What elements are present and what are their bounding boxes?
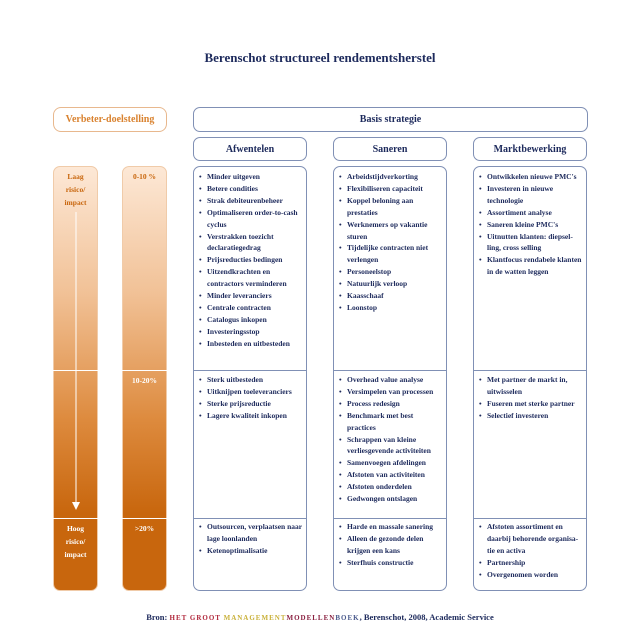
divider [53, 518, 98, 519]
book-title-part: HET GROOT [169, 614, 224, 622]
list-item: Investeringsstop [198, 326, 304, 338]
row-divider [193, 370, 307, 371]
list-item: Sterke prijsreductie [198, 398, 304, 410]
list-item: Verstrakken toezicht declaratiegedrag [198, 231, 304, 255]
list-item: Ontwikkelen nieuwe PMC's [478, 171, 582, 183]
column-header-marktbewerking: Marktbewerking [473, 137, 587, 161]
strategy-list: Harde en massale saneringAlleen de gezon… [338, 521, 442, 569]
row-divider [193, 518, 307, 519]
row-divider [333, 518, 447, 519]
column-header-saneren: Saneren [333, 137, 447, 161]
risk-low-label: Laag risico/ impact [53, 170, 98, 209]
list-item: Minder uitgeven [198, 171, 304, 183]
book-title-part: BOEK [335, 614, 360, 622]
source-line: Bron: HET GROOT MANAGEMENTMODELLENBOEK, … [0, 612, 640, 622]
list-item: Afstoten onderdelen [338, 481, 442, 493]
list-item: Investeren in nieuwe technologie [478, 183, 582, 207]
strategy-list: Minder uitgevenBetere conditiesStrak deb… [198, 171, 304, 350]
list-item: Centrale contracten [198, 302, 304, 314]
label-line: impact [64, 198, 87, 207]
list-item: Prijsreducties bedingen [198, 254, 304, 266]
list-item: Optimaliseren order-to-cash cyclus [198, 207, 304, 231]
label-line: Hoog [66, 524, 85, 533]
strategy-list: Outsourcen, verplaatsen naar lage loonla… [198, 521, 304, 557]
list-item: Klantfocus rendabele klanten in de watte… [478, 254, 582, 278]
divider [122, 518, 167, 519]
list-item: Partnership [478, 557, 582, 569]
list-item: Overhead value analyse [338, 374, 442, 386]
source-suffix: , Berenschot, 2008, Academic Service [359, 612, 494, 622]
label-line: risico/ [65, 537, 86, 546]
strategy-list: Afstoten assortiment en daarbij behorend… [478, 521, 582, 581]
list-item: Strak debiteurenbeheer [198, 195, 304, 207]
page-title: Berenschot structureel rendementsherstel [204, 50, 436, 65]
strategy-list: Ontwikkelen nieuwe PMC'sInvesteren in ni… [478, 171, 582, 278]
list-item: Selectief investeren [478, 410, 582, 422]
list-item: Lagere kwaliteit inkopen [198, 410, 304, 422]
list-item: Overgenomen worden [478, 569, 582, 581]
book-title-part: MANAGEMENT [223, 614, 287, 622]
list-item: Uitknijpen toeleveranciers [198, 386, 304, 398]
list-item: Benchmark met best practices [338, 410, 442, 434]
list-item: Process redesign [338, 398, 442, 410]
list-item: Outsourcen, verplaatsen naar lage loonla… [198, 521, 304, 545]
column-header-afwentelen: Afwentelen [193, 137, 307, 161]
list-item: Tijdelijke contracten niet verlengen [338, 242, 442, 266]
list-item: Gedwongen ontslagen [338, 493, 442, 505]
strategy-list: Met partner de markt in, uitwisselenFuse… [478, 374, 582, 422]
target-over-20: >20% [134, 524, 155, 533]
source-prefix: Bron: [146, 612, 170, 622]
list-item: Sterfhuis constructie [338, 557, 442, 569]
list-item: Fuseren met sterke partner [478, 398, 582, 410]
list-item: Alleen de gezonde delen krijgen een kans [338, 533, 442, 557]
strategy-list: Overhead value analyseVersimpelen van pr… [338, 374, 442, 505]
list-item: Samenvoegen afdelingen [338, 457, 442, 469]
list-item: Betere condities [198, 183, 304, 195]
list-item: Arbeidstijdverkorting [338, 171, 442, 183]
list-item: Kaasschaaf [338, 290, 442, 302]
list-item: Met partner de markt in, uitwisselen [478, 374, 582, 398]
row-divider [473, 518, 587, 519]
list-item: Natuurlijk verloop [338, 278, 442, 290]
list-item: Loonstop [338, 302, 442, 314]
list-item: Uitnutten klanten: diepsel-ling, cross s… [478, 231, 582, 255]
verbeter-doelstelling-header: Verbeter-doelstelling [53, 107, 167, 132]
list-item: Schrappen van kleine verliesgevende acti… [338, 434, 442, 458]
target-0-10: 0-10 % [132, 172, 157, 181]
list-item: Flexibiliseren capaciteit [338, 183, 442, 195]
list-item: Uitzendkrachten en contractors verminder… [198, 266, 304, 290]
target-bar [122, 166, 167, 591]
label-line: impact [64, 550, 87, 559]
list-item: Versimpelen van processen [338, 386, 442, 398]
target-10-20: 10-20% [132, 376, 157, 385]
list-item: Harde en massale sanering [338, 521, 442, 533]
list-item: Assortiment analyse [478, 207, 582, 219]
arrow-down-icon [72, 212, 80, 510]
basis-strategie-header: Basis strategie [193, 107, 588, 132]
list-item: Koppel beloning aan prestaties [338, 195, 442, 219]
list-item: Inbesteden en uitbesteden [198, 338, 304, 350]
row-divider [333, 370, 447, 371]
list-item: Sterk uitbesteden [198, 374, 304, 386]
strategy-list: ArbeidstijdverkortingFlexibiliseren capa… [338, 171, 442, 314]
row-divider [473, 370, 587, 371]
list-item: Saneren kleine PMC's [478, 219, 582, 231]
strategy-list: Sterk uitbestedenUitknijpen toeleveranci… [198, 374, 304, 422]
list-item: Werknemers op vakantie sturen [338, 219, 442, 243]
list-item: Catalogus inkopen [198, 314, 304, 326]
label-line: Laag [67, 172, 84, 181]
list-item: Afstoten van activiteiten [338, 469, 442, 481]
list-item: Afstoten assortiment en daarbij behorend… [478, 521, 582, 557]
risk-high-label: Hoog risico/ impact [53, 522, 98, 561]
list-item: Minder leveranciers [198, 290, 304, 302]
list-item: Ketenoptimalisatie [198, 545, 304, 557]
list-item: Personeelstop [338, 266, 442, 278]
book-title-part: MODELLEN [286, 614, 336, 622]
divider [122, 370, 167, 371]
label-line: risico/ [65, 185, 86, 194]
